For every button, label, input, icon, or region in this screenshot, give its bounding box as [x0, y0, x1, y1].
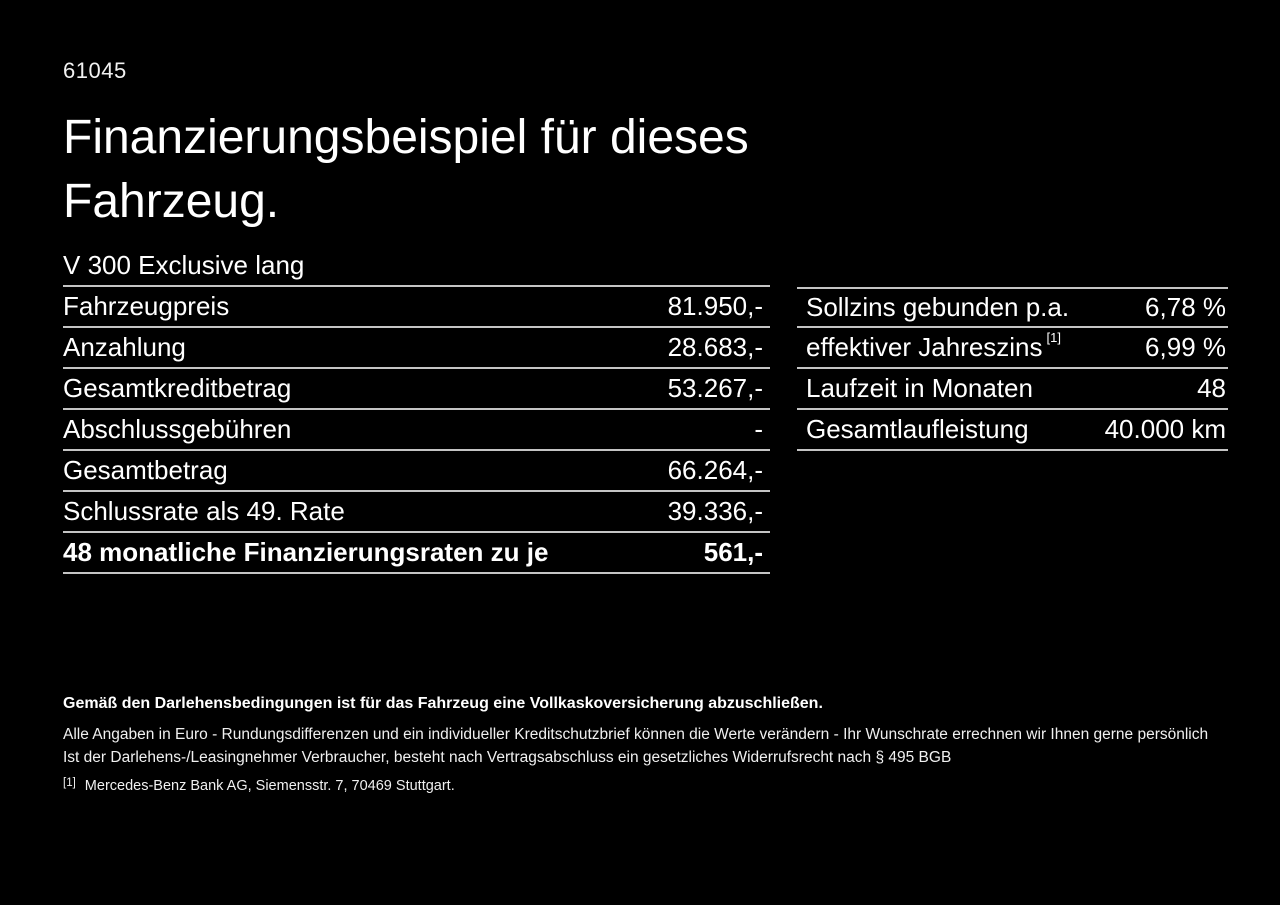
row-label: Abschlussgebühren	[63, 414, 292, 444]
conditions-table: Sollzins gebunden p.a. 6,78 % effektiver…	[797, 287, 1228, 451]
document-number: 61045	[63, 58, 127, 83]
financing-table: V 300 Exclusive lang Fahrzeugpreis 81.95…	[63, 246, 770, 574]
disclaimer-line2: Ist der Darlehens-/Leasingnehmer Verbrau…	[63, 749, 952, 766]
row-label: Gesamtbetrag	[63, 455, 228, 485]
row-label: Sollzins gebunden p.a.	[806, 292, 1070, 322]
table-row-abschlussgebuehren: Abschlussgebühren -	[63, 410, 770, 451]
row-label: Gesamtkreditbetrag	[63, 373, 292, 403]
row-label: Fahrzeugpreis	[63, 291, 230, 321]
row-value: 561,-	[703, 537, 763, 567]
table-row-fahrzeugpreis: Fahrzeugpreis 81.950,-	[63, 287, 770, 328]
footnote-text: Mercedes-Benz Bank AG, Siemensstr. 7, 70…	[84, 778, 455, 794]
page-title: Finanzierungsbeispiel für dieses Fahrzeug…	[63, 106, 1228, 234]
row-value: 53.267,-	[667, 373, 763, 403]
row-value: -	[754, 414, 763, 444]
row-value: 66.264,-	[667, 455, 763, 485]
footnote-reference: [1]	[1046, 330, 1061, 345]
row-value: 6,99 %	[1145, 332, 1226, 362]
row-label: Laufzeit in Monaten	[806, 373, 1033, 403]
financing-tables: V 300 Exclusive lang Fahrzeugpreis 81.95…	[63, 246, 1228, 574]
page-title-line1: Finanzierungsbeispiel für dieses	[63, 111, 749, 164]
legal-footer: Gemäß den Darlehensbedingungen ist für d…	[63, 694, 1228, 794]
row-value: 28.683,-	[667, 332, 763, 362]
table-row-sollzins: Sollzins gebunden p.a. 6,78 %	[797, 287, 1228, 328]
footnote: [1] Mercedes-Benz Bank AG, Siemensstr. 7,…	[63, 777, 1228, 794]
row-value: 39.336,-	[667, 496, 763, 526]
row-label: effektiver Jahreszins [1]	[806, 330, 1061, 363]
page-title-line2: Fahrzeug.	[63, 175, 280, 228]
table-row-gesamtlaufleistung: Gesamtlaufleistung 40.000 km	[797, 410, 1228, 451]
table-row-laufzeit: Laufzeit in Monaten 48	[797, 369, 1228, 410]
table-row-schlussrate: Schlussrate als 49. Rate 39.336,-	[63, 492, 770, 533]
vehicle-model-label: V 300 Exclusive lang	[63, 250, 305, 280]
row-value: 40.000 km	[1104, 414, 1226, 444]
table-row-monatsrate: 48 monatliche Finanzierungsraten zu je 5…	[63, 533, 770, 574]
row-label: 48 monatliche Finanzierungsraten zu je	[63, 537, 549, 567]
table-row-effektiver-jahreszins: effektiver Jahreszins [1] 6,99 %	[797, 328, 1228, 369]
table-row-gesamtkreditbetrag: Gesamtkreditbetrag 53.267,-	[63, 369, 770, 410]
row-value: 81.950,-	[667, 291, 763, 321]
vehicle-model-row: V 300 Exclusive lang	[63, 246, 770, 287]
row-value: 48	[1197, 373, 1226, 403]
table-row-gesamtbetrag: Gesamtbetrag 66.264,-	[63, 451, 770, 492]
disclaimer-line1: Alle Angaben in Euro - Rundungsdifferenz…	[63, 726, 1209, 743]
table-row-anzahlung: Anzahlung 28.683,-	[63, 328, 770, 369]
row-label: Gesamtlaufleistung	[806, 414, 1029, 444]
row-label-text: effektiver Jahreszins	[806, 332, 1043, 362]
footnote-marker: [1]	[63, 777, 76, 789]
row-value: 6,78 %	[1145, 292, 1226, 322]
row-label: Schlussrate als 49. Rate	[63, 496, 345, 526]
row-label: Anzahlung	[63, 332, 186, 362]
insurance-note: Gemäß den Darlehensbedingungen ist für d…	[63, 695, 823, 712]
